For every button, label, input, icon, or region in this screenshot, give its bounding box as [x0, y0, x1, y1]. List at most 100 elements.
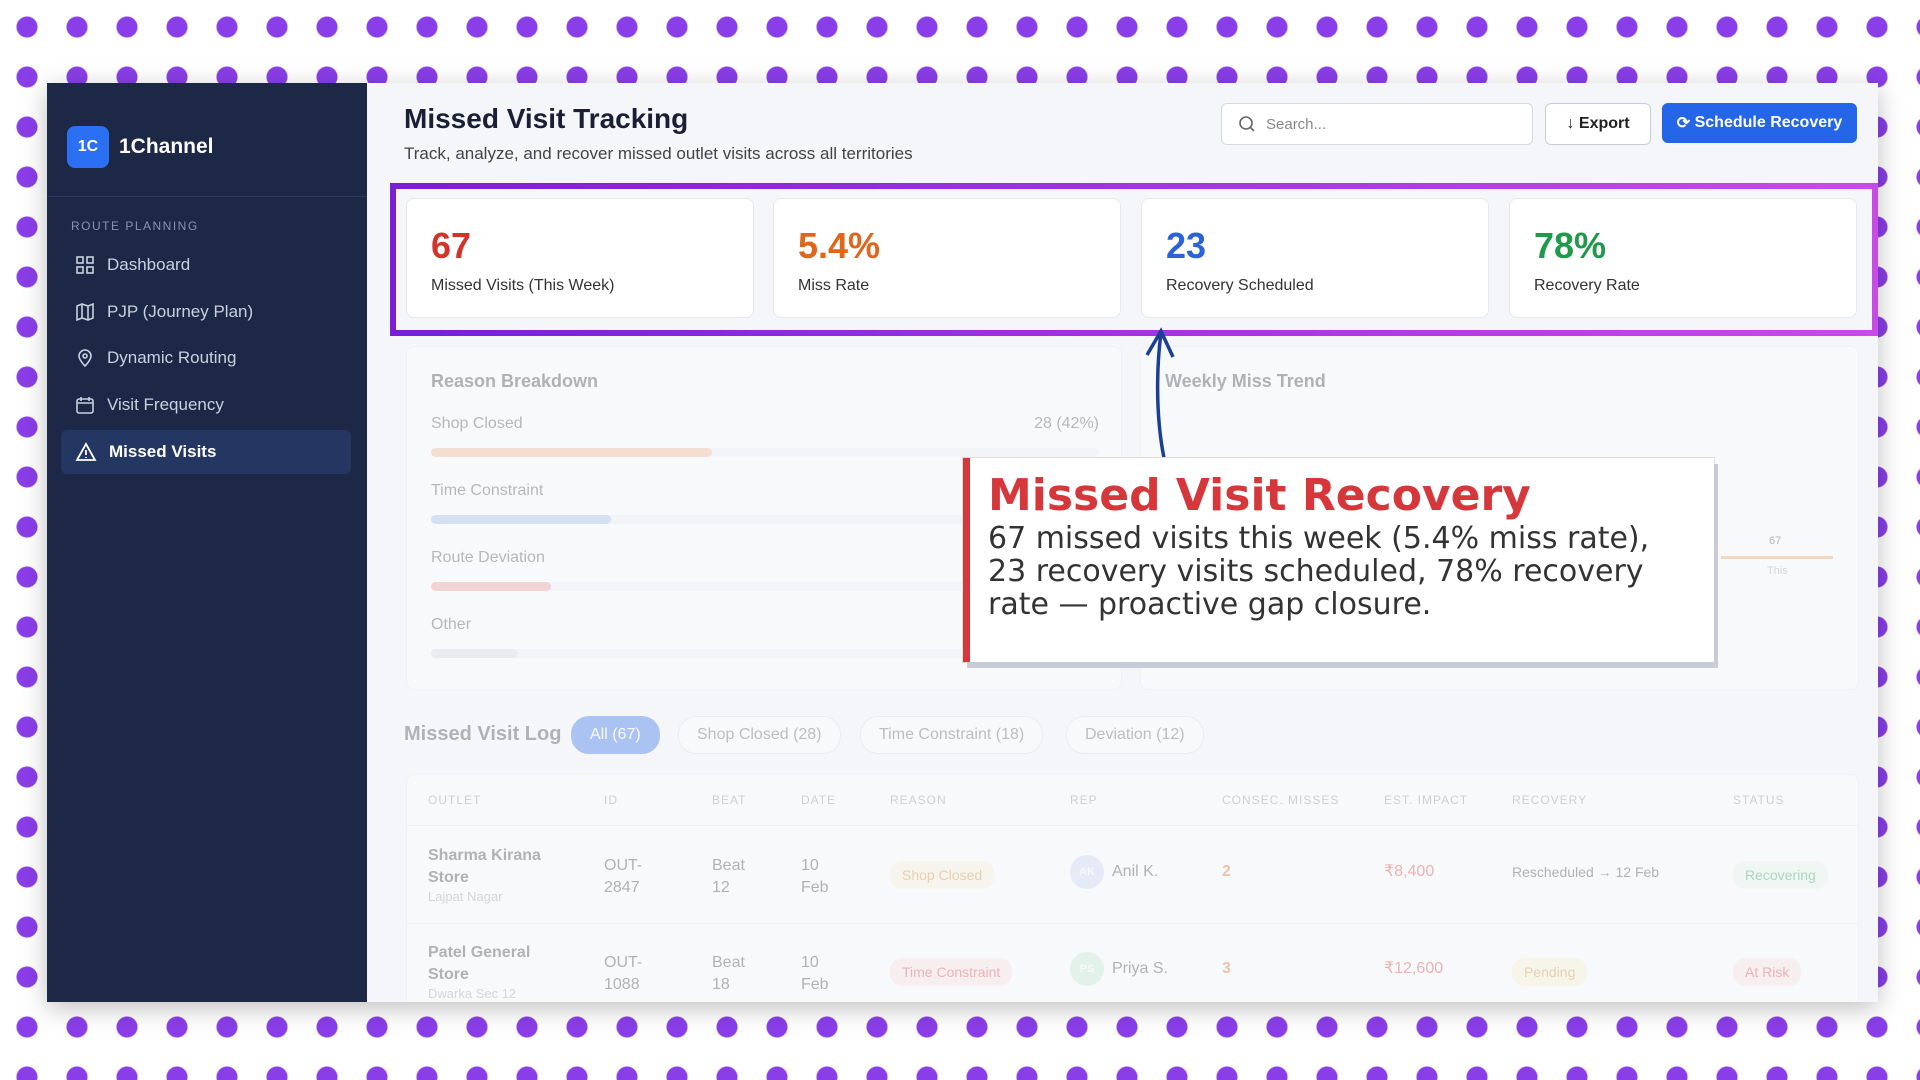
- kpi-card: 23 Recovery Scheduled: [1141, 198, 1489, 318]
- cell-status: Recovering: [1733, 861, 1828, 889]
- filter-chip[interactable]: Time Constraint (18): [860, 716, 1044, 754]
- schedule-button[interactable]: ⟳ Schedule Recovery: [1662, 103, 1857, 143]
- log-table: OUTLET ID BEAT DATE REASON REP CONSEC. MISSES E…: [406, 774, 1859, 1002]
- kpi-label: Recovery Scheduled: [1166, 277, 1314, 294]
- kpi-value: 78%: [1534, 225, 1607, 266]
- cell-date: 10 Feb: [801, 857, 829, 896]
- cell-reason: Shop Closed: [890, 861, 995, 889]
- reason-label: Route Deviation: [431, 549, 545, 566]
- column-header: EST. IMPACT: [1384, 793, 1469, 807]
- nav-label: PJP (Journey Plan): [107, 302, 254, 321]
- cell-impact: ₹12,600: [1384, 960, 1444, 977]
- log-title: Missed Visit Log: [404, 723, 562, 745]
- cell-date: 10 Feb: [801, 954, 829, 993]
- kpi-label: Miss Rate: [798, 277, 870, 294]
- nav-item[interactable]: Dashboard: [61, 243, 351, 287]
- kpi-value: 5.4%: [798, 225, 881, 266]
- export-button[interactable]: ↓ Export: [1545, 103, 1651, 145]
- nav-item-active[interactable]: Missed Visits: [61, 430, 351, 474]
- kpi-value: 67: [431, 225, 472, 266]
- divider: [47, 196, 367, 197]
- bar-track: [431, 448, 1099, 457]
- header-divider: [407, 825, 1858, 826]
- search-box[interactable]: Search...: [1221, 103, 1533, 145]
- column-header: DATE: [801, 793, 837, 807]
- kpi-value: 23: [1166, 225, 1207, 266]
- cell-rep: Priya S.: [1112, 960, 1169, 977]
- nav-label: Dashboard: [107, 255, 191, 274]
- column-header: STATUS: [1733, 793, 1785, 807]
- kpi-card: 5.4% Miss Rate: [773, 198, 1121, 318]
- filter-chip[interactable]: All (67): [571, 716, 660, 754]
- reason-label: Other: [431, 616, 472, 633]
- cell-status: At Risk: [1733, 958, 1802, 986]
- bar: [431, 582, 552, 591]
- bar: [431, 649, 518, 658]
- column-header: CONSEC. MISSES: [1222, 793, 1340, 807]
- cell-area: Lajpat Nagar: [428, 889, 503, 904]
- reason-label: Shop Closed: [431, 415, 523, 432]
- section-label: ROUTE PLANNING: [71, 219, 199, 233]
- column-header: REASON: [890, 793, 947, 807]
- trend-label: This: [1767, 565, 1788, 577]
- callout-body: 67 missed visits this week (5.4% miss ra…: [988, 521, 1650, 622]
- button-label: Export: [1578, 115, 1630, 132]
- column-header: OUTLET: [428, 793, 482, 807]
- trend-line: [1721, 556, 1833, 559]
- cell-id: OUT-1088: [604, 954, 643, 993]
- kpi-card: 67 Missed Visits (This Week): [406, 198, 754, 318]
- panel-title: Reason Breakdown: [431, 371, 599, 391]
- trend-value: 67: [1769, 535, 1782, 547]
- cell-impact: ₹8,400: [1384, 863, 1435, 880]
- page-title: Missed Visit Tracking: [404, 103, 689, 134]
- bar: [431, 448, 712, 457]
- cell-recovery: Rescheduled → 12 Feb: [1512, 864, 1660, 880]
- cell-reason: Time Constraint: [890, 958, 1013, 986]
- cell-rep: Anil K.: [1112, 863, 1159, 880]
- cell-area: Dwarka Sec 12: [428, 986, 517, 1001]
- search-placeholder: Search...: [1266, 115, 1327, 133]
- column-header: REP: [1070, 793, 1098, 807]
- nav-label: Missed Visits: [109, 442, 217, 461]
- page-subtitle: Track, analyze, and recover missed outle…: [404, 144, 913, 163]
- cell-recovery: Pending: [1512, 958, 1588, 986]
- nav-item[interactable]: Dynamic Routing: [61, 336, 351, 380]
- cell-initials: AK: [1070, 855, 1104, 889]
- logo: 1C: [67, 126, 109, 168]
- reason-value: 28 (42%): [1034, 415, 1099, 432]
- bar-track: [431, 515, 1099, 524]
- bar: [431, 515, 612, 524]
- kpi-label: Recovery Rate: [1534, 277, 1640, 294]
- cell-initials: PS: [1070, 952, 1104, 986]
- column-header: RECOVERY: [1512, 793, 1588, 807]
- row-divider: [407, 923, 1858, 924]
- column-header: ID: [604, 793, 618, 807]
- cell-beat: Beat 18: [712, 954, 745, 993]
- nav-item[interactable]: Visit Frequency: [61, 383, 351, 427]
- cell-outlet: Patel General Store: [428, 944, 531, 983]
- bar-track: [431, 582, 1099, 591]
- callout-title: Missed Visit Recovery: [988, 470, 1531, 521]
- column-header: BEAT: [712, 793, 747, 807]
- nav-label: Visit Frequency: [107, 395, 224, 414]
- panel-title: Weekly Miss Trend: [1165, 371, 1326, 391]
- bar-track: [431, 649, 1099, 658]
- callout: Missed Visit Recovery 67 missed visits t…: [963, 458, 1714, 662]
- nav-item[interactable]: PJP (Journey Plan): [61, 290, 351, 334]
- cell-outlet: Sharma Kirana Store: [428, 847, 541, 886]
- filter-chip[interactable]: Deviation (12): [1066, 716, 1204, 754]
- cell-beat: Beat 12: [712, 857, 745, 896]
- arrow: [1145, 327, 1175, 459]
- filter-chip[interactable]: Shop Closed (28): [678, 716, 841, 754]
- sidebar: 1C 1Channel ROUTE PLANNING Dashboard PJP…: [47, 83, 367, 1002]
- cell-id: OUT-2847: [604, 857, 643, 896]
- app-window: 1C 1Channel ROUTE PLANNING Dashboard PJP…: [47, 83, 1878, 1002]
- kpi-card: 78% Recovery Rate: [1509, 198, 1857, 318]
- nav-label: Dynamic Routing: [107, 348, 237, 367]
- reason-label: Time Constraint: [431, 482, 544, 499]
- button-label: Schedule Recovery: [1694, 114, 1843, 131]
- brand: 1Channel: [119, 135, 214, 158]
- cell-misses: 2: [1222, 863, 1231, 880]
- kpi-label: Missed Visits (This Week): [431, 277, 615, 294]
